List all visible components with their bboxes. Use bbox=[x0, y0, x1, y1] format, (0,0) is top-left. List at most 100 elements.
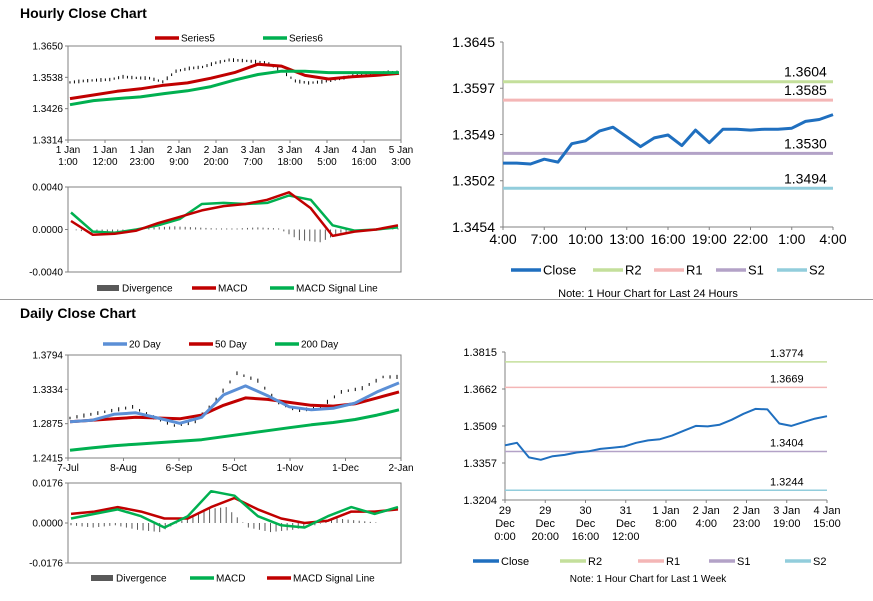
daily-sr-x-label: 0:00 bbox=[494, 531, 515, 543]
daily-sr-close-line bbox=[504, 407, 828, 461]
daily-price-line-20day bbox=[69, 381, 400, 425]
daily-sr-x-label: Dec bbox=[535, 518, 555, 530]
daily-price-x-label: 8-Aug bbox=[110, 463, 137, 474]
hourly-sr-close-line bbox=[503, 113, 834, 166]
daily-sr-x-label: 8:00 bbox=[655, 518, 676, 530]
daily-price-x-label: 5-Oct bbox=[222, 463, 247, 474]
hourly-sr-legend-s2-label: S2 bbox=[809, 263, 825, 278]
hourly-price-x-label: 1 Jan bbox=[130, 145, 154, 156]
hourly-price-frame bbox=[67, 45, 402, 141]
hourly-price-x-label: 2 Jan bbox=[167, 145, 191, 156]
hourly-sr-x-label: 4:00 bbox=[819, 231, 846, 247]
hourly-price-x-label: 18:00 bbox=[277, 157, 302, 168]
daily-macd-y-label: 0.0000 bbox=[32, 519, 63, 530]
daily-sr-y-label: 1.3357 bbox=[463, 458, 497, 470]
hourly-sr-x-label: 10:00 bbox=[568, 231, 603, 247]
daily-price-x-label: 1-Dec bbox=[332, 463, 359, 474]
hourly-price-line-series5 bbox=[69, 62, 400, 101]
hourly-price-x-label: 7:00 bbox=[243, 157, 263, 168]
daily-sr-x-label: 15:00 bbox=[813, 518, 841, 530]
daily-price-line-200day bbox=[69, 408, 400, 452]
daily-macd-signal-line bbox=[70, 496, 399, 525]
hourly-macd-y-label: 0.0000 bbox=[32, 225, 63, 236]
hourly-price-x-label: 5:00 bbox=[317, 157, 337, 168]
daily-price-x-label: 1-Nov bbox=[277, 463, 304, 474]
daily-sr-x-label: 30 bbox=[579, 505, 591, 517]
hourly-sr-legend-s1-label: S1 bbox=[748, 263, 764, 278]
hourly-price-y-label: 1.3314 bbox=[32, 136, 63, 147]
daily-price-y-label: 1.3794 bbox=[32, 351, 63, 362]
daily-price-legend-200day-label: 200 Day bbox=[301, 340, 338, 351]
hourly-sr-level-label-s1: 1.3530 bbox=[784, 135, 827, 151]
hourly-price-x-label: 9:00 bbox=[169, 157, 189, 168]
hourly-macd-legend-macd-label: MACD bbox=[218, 284, 247, 295]
daily-sr-x-label: 4:00 bbox=[696, 518, 717, 530]
daily-macd-legend-divergence-label: Divergence bbox=[116, 574, 167, 585]
hourly-sr-legend-close-label: Close bbox=[543, 263, 576, 278]
daily-price-x-label: 2-Jan bbox=[388, 463, 413, 474]
hourly-sr-level-label-r1: 1.3585 bbox=[784, 82, 827, 98]
hourly-price-y-label: 1.3650 bbox=[32, 42, 63, 53]
hourly-sr-x-label: 4:00 bbox=[489, 231, 516, 247]
daily-macd-line bbox=[70, 489, 399, 529]
hourly-price-x-label: 3:00 bbox=[391, 157, 411, 168]
hourly-price-x-label: 12:00 bbox=[92, 157, 117, 168]
daily-sr-legend-r2-label: R2 bbox=[588, 556, 602, 568]
hourly-price-x-label: 4 Jan bbox=[315, 145, 339, 156]
hourly-sr-note: Note: 1 Hour Chart for Last 24 Hours bbox=[558, 288, 738, 300]
hourly-price-x-label: 1:00 bbox=[58, 157, 78, 168]
daily-sr-y-label: 1.3509 bbox=[463, 421, 497, 433]
daily-section-title: Daily Close Chart bbox=[20, 305, 136, 321]
daily-sr-level-label-s1: 1.3404 bbox=[770, 438, 804, 450]
hourly-sr-legend-r1-label: R1 bbox=[686, 263, 703, 278]
daily-sr-level-label-r1: 1.3669 bbox=[770, 373, 804, 385]
daily-price-line-50day bbox=[69, 390, 400, 424]
daily-macd-y-label: 0.0176 bbox=[32, 479, 63, 490]
daily-sr-x-label: 12:00 bbox=[612, 531, 640, 543]
daily-price-x-label: 7-Jul bbox=[57, 463, 79, 474]
daily-macd-legend-macd-label: MACD bbox=[216, 574, 245, 585]
hourly-sr-x-label: 16:00 bbox=[650, 231, 685, 247]
hourly-price-x-label: 20:00 bbox=[203, 157, 228, 168]
hourly-macd-y-label: -0.0040 bbox=[29, 268, 63, 279]
hourly-price-x-label: 1 Jan bbox=[93, 145, 117, 156]
daily-sr-x-label: Dec bbox=[495, 518, 515, 530]
daily-sr-legend-close-label: Close bbox=[501, 556, 529, 568]
daily-sr-legend-s1-label: S1 bbox=[737, 556, 750, 568]
hourly-sr-level-label-s2: 1.3494 bbox=[784, 170, 827, 186]
hourly-price-legend-series6-label: Series6 bbox=[289, 34, 323, 45]
hourly-price-x-label: 16:00 bbox=[351, 157, 376, 168]
hourly-price-y-label: 1.3426 bbox=[32, 104, 63, 115]
hourly-sr-y-label: 1.3502 bbox=[452, 173, 495, 189]
hourly-sr-y-label: 1.3597 bbox=[452, 80, 495, 96]
hourly-macd-signal-line bbox=[70, 194, 399, 234]
daily-sr-level-label-r2: 1.3774 bbox=[770, 348, 804, 360]
daily-sr-legend-r1-label: R1 bbox=[666, 556, 680, 568]
hourly-price-x-label: 3 Jan bbox=[241, 145, 265, 156]
hourly-macd-line bbox=[70, 191, 399, 238]
daily-sr-x-label: 20:00 bbox=[531, 531, 559, 543]
daily-sr-x-label: 4 Jan bbox=[814, 505, 841, 517]
daily-sr-x-label: 29 bbox=[499, 505, 511, 517]
hourly-price-y-label: 1.3538 bbox=[32, 73, 63, 84]
hourly-price-x-label: 4 Jan bbox=[352, 145, 376, 156]
daily-macd-legend-signal-label: MACD Signal Line bbox=[293, 574, 375, 585]
daily-sr-legend-s2-label: S2 bbox=[813, 556, 826, 568]
daily-sr-x-label: 2 Jan bbox=[733, 505, 760, 517]
hourly-macd-legend-divergence-label: Divergence bbox=[122, 284, 173, 295]
daily-sr-level-label-s2: 1.3244 bbox=[770, 476, 804, 488]
daily-sr-y-label: 1.3204 bbox=[463, 495, 497, 507]
hourly-sr-x-label: 13:00 bbox=[609, 231, 644, 247]
daily-sr-x-label: 3 Jan bbox=[773, 505, 800, 517]
daily-price-x-label: 6-Sep bbox=[166, 463, 193, 474]
hourly-sr-y-label: 1.3645 bbox=[452, 34, 495, 50]
hourly-sr-level-label-r2: 1.3604 bbox=[784, 64, 827, 80]
daily-sr-x-label: 29 bbox=[539, 505, 551, 517]
daily-sr-x-label: 31 bbox=[620, 505, 632, 517]
hourly-sr-y-label: 1.3549 bbox=[452, 126, 495, 142]
daily-sr-x-label: 19:00 bbox=[773, 518, 801, 530]
daily-macd-y-label: -0.0176 bbox=[29, 559, 63, 570]
hourly-price-x-label: 23:00 bbox=[129, 157, 154, 168]
hourly-sr-x-label: 7:00 bbox=[531, 231, 558, 247]
